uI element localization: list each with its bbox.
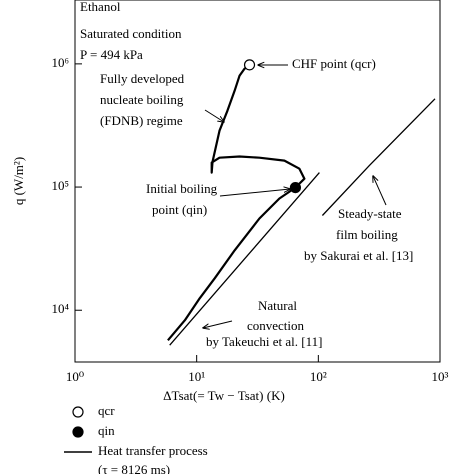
y-tick-label: 10⁴ [51, 301, 69, 316]
reference-curve [169, 172, 320, 346]
annotation: film boiling [336, 227, 398, 242]
legend-label: Heat transfer process [98, 443, 208, 458]
point-marker [243, 59, 256, 71]
arrows [203, 65, 387, 328]
x-tick-label: 10² [310, 369, 327, 384]
x-axis-label: ΔTsat(= Tw − Tsat) (K) [163, 388, 285, 403]
legend-label: qcr [98, 403, 115, 418]
annotation: by Sakurai et al. [13] [304, 248, 413, 263]
legend-note: (τ = 8126 ms) [98, 462, 170, 474]
x-tick-label: 10¹ [188, 369, 205, 384]
arrow [204, 109, 224, 122]
plot-frame [74, 0, 441, 363]
y-axis-label: q (W/m²) [11, 157, 26, 205]
annotation: Natural [258, 298, 297, 313]
process-line [167, 63, 306, 342]
arrow [203, 320, 233, 328]
x-tick-label: 10³ [432, 369, 449, 384]
regime-label: Fully developed [100, 71, 185, 86]
y-tick-label: 10⁵ [51, 178, 69, 193]
arrow [373, 176, 387, 206]
regime-label: nucleate boiling [100, 92, 184, 107]
annotation: point (qin) [152, 202, 207, 217]
regime-label: (FDNB) regime [100, 113, 183, 128]
annotation: convection [247, 318, 305, 333]
reference-curve [321, 98, 436, 216]
legend-marker [72, 406, 84, 418]
y-tick-label: 10⁶ [51, 55, 69, 70]
annotation: CHF point (qcr) [292, 56, 376, 71]
annotation: Steady-state [338, 206, 402, 221]
condition-text: Saturated condition [80, 26, 182, 41]
arrow [219, 189, 290, 197]
legend-label: qin [98, 423, 115, 438]
x-tick-label: 10⁰ [66, 369, 84, 384]
annotation: by Takeuchi et al. [11] [206, 334, 322, 349]
legend-marker [72, 426, 84, 438]
condition-text: Ethanol [80, 0, 121, 14]
point-marker [289, 181, 302, 194]
condition-text: P = 494 kPa [80, 47, 143, 62]
annotation: Initial boiling [146, 181, 218, 196]
